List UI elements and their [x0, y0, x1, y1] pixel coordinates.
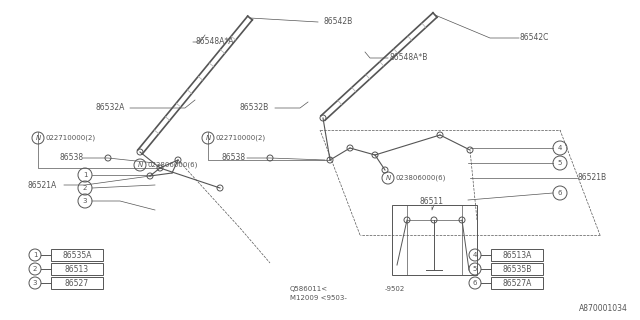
- Text: 86532A: 86532A: [95, 103, 124, 113]
- Text: 1: 1: [33, 252, 37, 258]
- Text: 86538: 86538: [60, 154, 84, 163]
- Text: N: N: [385, 175, 390, 181]
- Text: 4: 4: [473, 252, 477, 258]
- Text: 86532B: 86532B: [240, 103, 269, 113]
- Text: 5: 5: [473, 266, 477, 272]
- Bar: [51, 263, 103, 275]
- Text: 022710000(2): 022710000(2): [216, 135, 266, 141]
- Text: 6: 6: [473, 280, 477, 286]
- Text: 86527A: 86527A: [502, 278, 532, 287]
- Text: N: N: [205, 135, 211, 141]
- Text: 86548A*B: 86548A*B: [390, 53, 428, 62]
- Text: 5: 5: [558, 160, 562, 166]
- Text: N: N: [138, 162, 143, 168]
- Bar: [51, 277, 103, 289]
- Text: 4: 4: [558, 145, 562, 151]
- Text: 86511: 86511: [420, 197, 444, 206]
- Text: 3: 3: [33, 280, 37, 286]
- Text: 86542C: 86542C: [520, 34, 549, 43]
- Text: 86527: 86527: [65, 278, 89, 287]
- Text: 6: 6: [557, 190, 563, 196]
- Text: 86535A: 86535A: [62, 251, 92, 260]
- Text: 86535B: 86535B: [502, 265, 532, 274]
- Text: 86521A: 86521A: [28, 180, 57, 189]
- Text: 86542B: 86542B: [323, 18, 352, 27]
- Text: Q586011<
M12009 <9503-: Q586011< M12009 <9503-: [290, 286, 347, 300]
- Text: 1: 1: [83, 172, 87, 178]
- Text: 86513A: 86513A: [502, 251, 532, 260]
- Bar: [491, 263, 543, 275]
- Text: 86513: 86513: [65, 265, 89, 274]
- Text: 86538: 86538: [222, 154, 246, 163]
- Text: 2: 2: [33, 266, 37, 272]
- Text: 86521B: 86521B: [578, 173, 607, 182]
- Bar: [392, 205, 477, 275]
- Text: 023806000(6): 023806000(6): [148, 162, 198, 168]
- Text: 023806000(6): 023806000(6): [396, 175, 446, 181]
- Text: 2: 2: [83, 185, 87, 191]
- Text: 3: 3: [83, 198, 87, 204]
- Text: -9502: -9502: [385, 286, 405, 292]
- Bar: [491, 249, 543, 261]
- Text: N: N: [35, 135, 40, 141]
- Text: 022710000(2): 022710000(2): [46, 135, 96, 141]
- Text: A870001034: A870001034: [579, 304, 628, 313]
- Text: 86548A*A: 86548A*A: [195, 37, 234, 46]
- Bar: [491, 277, 543, 289]
- Bar: [51, 249, 103, 261]
